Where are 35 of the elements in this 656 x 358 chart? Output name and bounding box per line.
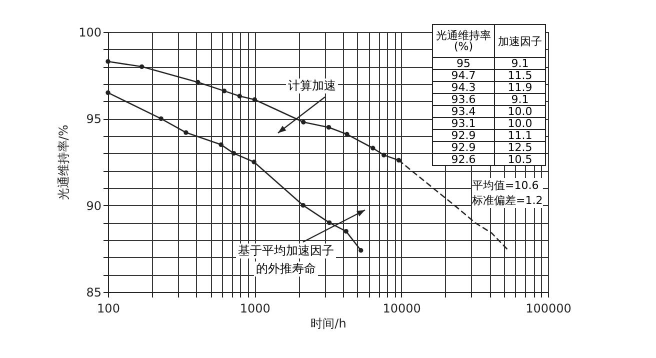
y-tick-label: 95	[86, 112, 102, 126]
annotation: 94.3	[432, 81, 494, 94]
annotation: 9.1	[494, 93, 546, 106]
annotation: 93.1	[432, 117, 494, 130]
x-axis-title: 时间/h	[310, 316, 346, 330]
annotation: 12.5	[494, 141, 546, 154]
annotation: 95	[432, 57, 494, 70]
annotation: 9.1	[494, 57, 546, 70]
annotation: 93.4	[432, 105, 494, 118]
annotation: 94.7	[432, 69, 494, 82]
y-tick-label: 90	[86, 198, 102, 213]
annotation: 的外推寿命	[254, 262, 318, 276]
annotation: 11.5	[494, 69, 546, 82]
annotation: 11.1	[494, 129, 546, 142]
y-axis-title: 光通维持率/%	[56, 124, 71, 200]
annotation: 加速因子	[494, 24, 546, 58]
annotation: 基于平均加速因子	[236, 244, 336, 258]
annotation: 计算加速	[286, 78, 338, 94]
annotation: 10.0	[494, 105, 546, 118]
y-tick-label: 85	[86, 286, 102, 300]
annotation: 93.6	[432, 93, 494, 106]
annotation: 标准偏差=1.2	[472, 194, 543, 207]
annotation: 10.0	[494, 117, 546, 130]
annotation: 11.9	[494, 81, 546, 94]
annotation: 92.6	[432, 153, 494, 166]
annotation: 92.9	[432, 129, 494, 142]
y-tick-label: 100	[78, 26, 102, 40]
x-tick-label: 10000	[382, 302, 421, 316]
x-tick-label: 100000	[526, 302, 572, 316]
x-tick-label: 1000	[240, 302, 270, 316]
annotation: 92.9	[432, 141, 494, 154]
annotation: 光通维持率 (%)	[432, 24, 494, 58]
x-tick-label: 100	[97, 302, 120, 316]
annotation: 10.5	[494, 153, 546, 166]
annotation: 平均值=10.6	[472, 179, 539, 192]
